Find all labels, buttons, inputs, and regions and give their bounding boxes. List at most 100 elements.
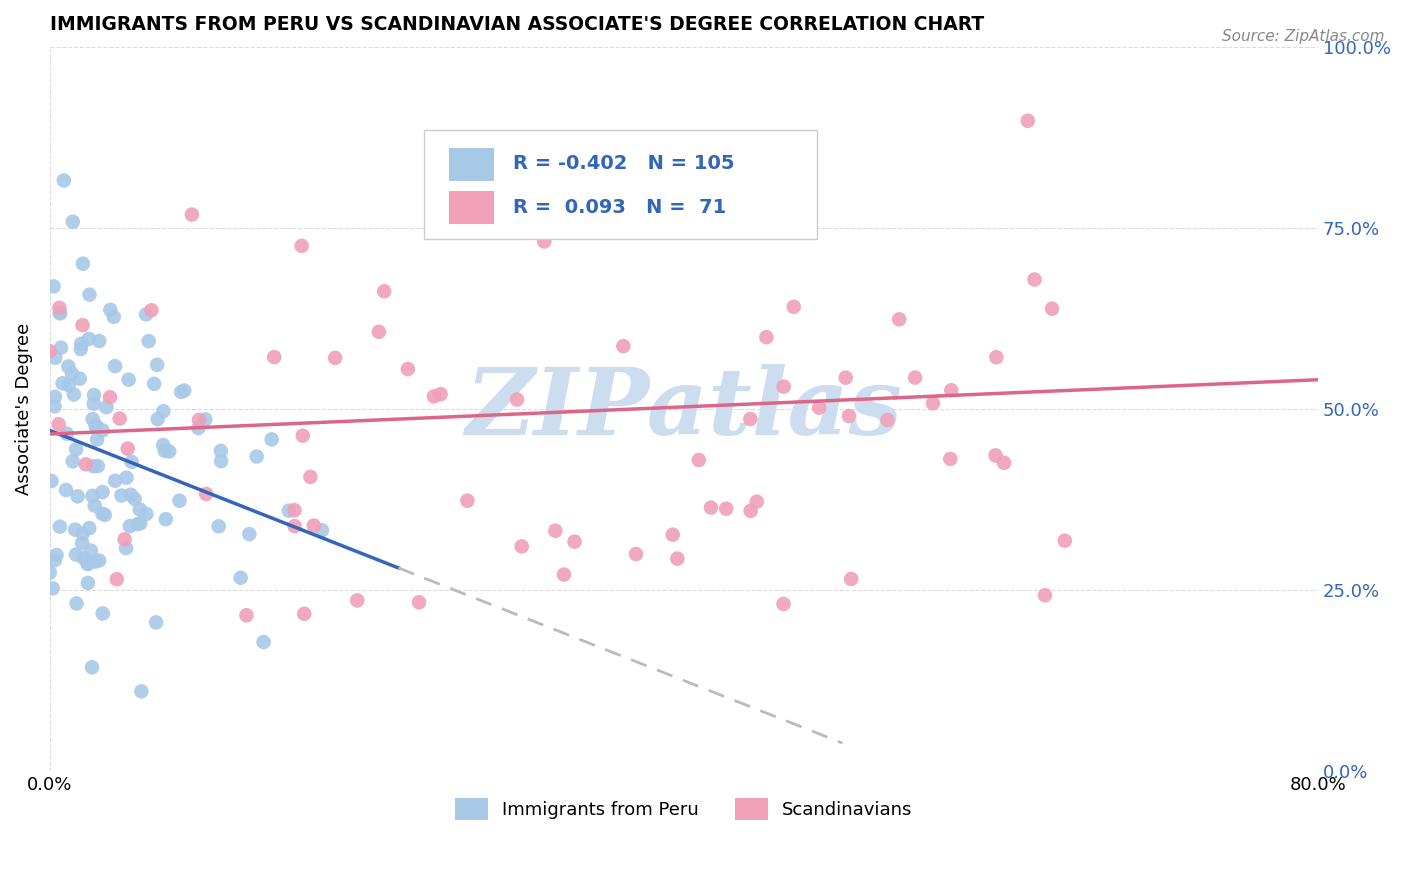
Point xyxy=(263,350,285,364)
Point xyxy=(373,285,395,299)
Point xyxy=(83,459,105,474)
Point xyxy=(152,438,174,452)
Point xyxy=(56,426,79,441)
Point xyxy=(75,458,97,472)
Point xyxy=(396,362,419,376)
Point xyxy=(169,493,191,508)
Point xyxy=(195,487,218,501)
Point xyxy=(52,173,75,187)
Point xyxy=(104,474,127,488)
Point xyxy=(346,593,368,607)
Point xyxy=(740,504,762,518)
Point xyxy=(52,376,75,391)
FancyBboxPatch shape xyxy=(423,130,817,238)
Point xyxy=(120,488,142,502)
Point xyxy=(834,370,856,384)
Point xyxy=(283,503,305,517)
Point xyxy=(246,450,269,464)
Point xyxy=(70,536,93,550)
Point xyxy=(533,235,555,249)
Point xyxy=(229,571,252,585)
Point xyxy=(103,310,125,324)
Point xyxy=(277,503,299,517)
Point xyxy=(58,359,80,374)
Point xyxy=(755,330,778,344)
Point xyxy=(72,318,94,333)
Point xyxy=(1033,588,1056,602)
Point xyxy=(152,404,174,418)
Point xyxy=(65,442,87,457)
Point xyxy=(564,534,586,549)
Point xyxy=(986,350,1008,364)
Point xyxy=(121,455,143,469)
Point xyxy=(72,257,94,271)
Point xyxy=(209,454,232,468)
Point xyxy=(367,325,389,339)
Point xyxy=(48,417,70,432)
Point xyxy=(62,215,84,229)
Point xyxy=(65,597,87,611)
Point xyxy=(41,474,63,488)
Point xyxy=(86,433,108,447)
Point xyxy=(131,684,153,698)
Point xyxy=(79,521,101,535)
Point xyxy=(1024,272,1046,286)
Point xyxy=(716,501,738,516)
Point xyxy=(38,344,60,359)
Point xyxy=(124,491,146,506)
Point xyxy=(429,387,451,401)
Point xyxy=(82,412,104,426)
Point xyxy=(238,527,260,541)
Point xyxy=(96,401,118,415)
Point xyxy=(105,572,128,586)
Point xyxy=(79,287,101,301)
Bar xyxy=(450,192,494,224)
Point xyxy=(89,334,111,348)
Text: R =  0.093   N =  71: R = 0.093 N = 71 xyxy=(513,198,725,217)
Point xyxy=(60,367,83,381)
Point xyxy=(984,449,1007,463)
Point xyxy=(772,597,794,611)
Point xyxy=(302,518,325,533)
Point xyxy=(187,421,209,435)
Point xyxy=(291,428,314,442)
Point xyxy=(284,519,307,533)
Point xyxy=(91,507,114,521)
Point xyxy=(456,493,478,508)
Point xyxy=(146,412,169,426)
Point xyxy=(48,306,70,320)
Point xyxy=(129,516,152,531)
Point xyxy=(91,485,114,500)
Point xyxy=(73,551,96,566)
Point xyxy=(143,376,166,391)
Point xyxy=(87,553,110,567)
Point xyxy=(83,388,105,402)
Point xyxy=(745,494,768,508)
Point xyxy=(838,409,860,423)
Point xyxy=(44,390,66,404)
Point xyxy=(808,401,831,415)
Point xyxy=(208,519,231,533)
Point xyxy=(72,526,94,541)
Point xyxy=(180,208,202,222)
Point xyxy=(94,508,117,522)
Point xyxy=(49,341,72,355)
Point xyxy=(49,306,72,320)
Point xyxy=(77,557,100,571)
Point xyxy=(252,635,274,649)
Point xyxy=(118,519,141,533)
Point xyxy=(423,389,446,403)
Point xyxy=(311,523,333,537)
Point xyxy=(69,371,91,385)
Point xyxy=(612,339,634,353)
Point xyxy=(291,239,314,253)
Point xyxy=(783,300,806,314)
Point xyxy=(110,489,132,503)
Point xyxy=(62,454,84,468)
Point xyxy=(114,533,136,547)
Point xyxy=(55,483,77,497)
Point xyxy=(1053,533,1076,548)
Point xyxy=(993,456,1015,470)
Point xyxy=(700,500,723,515)
Point xyxy=(299,470,322,484)
